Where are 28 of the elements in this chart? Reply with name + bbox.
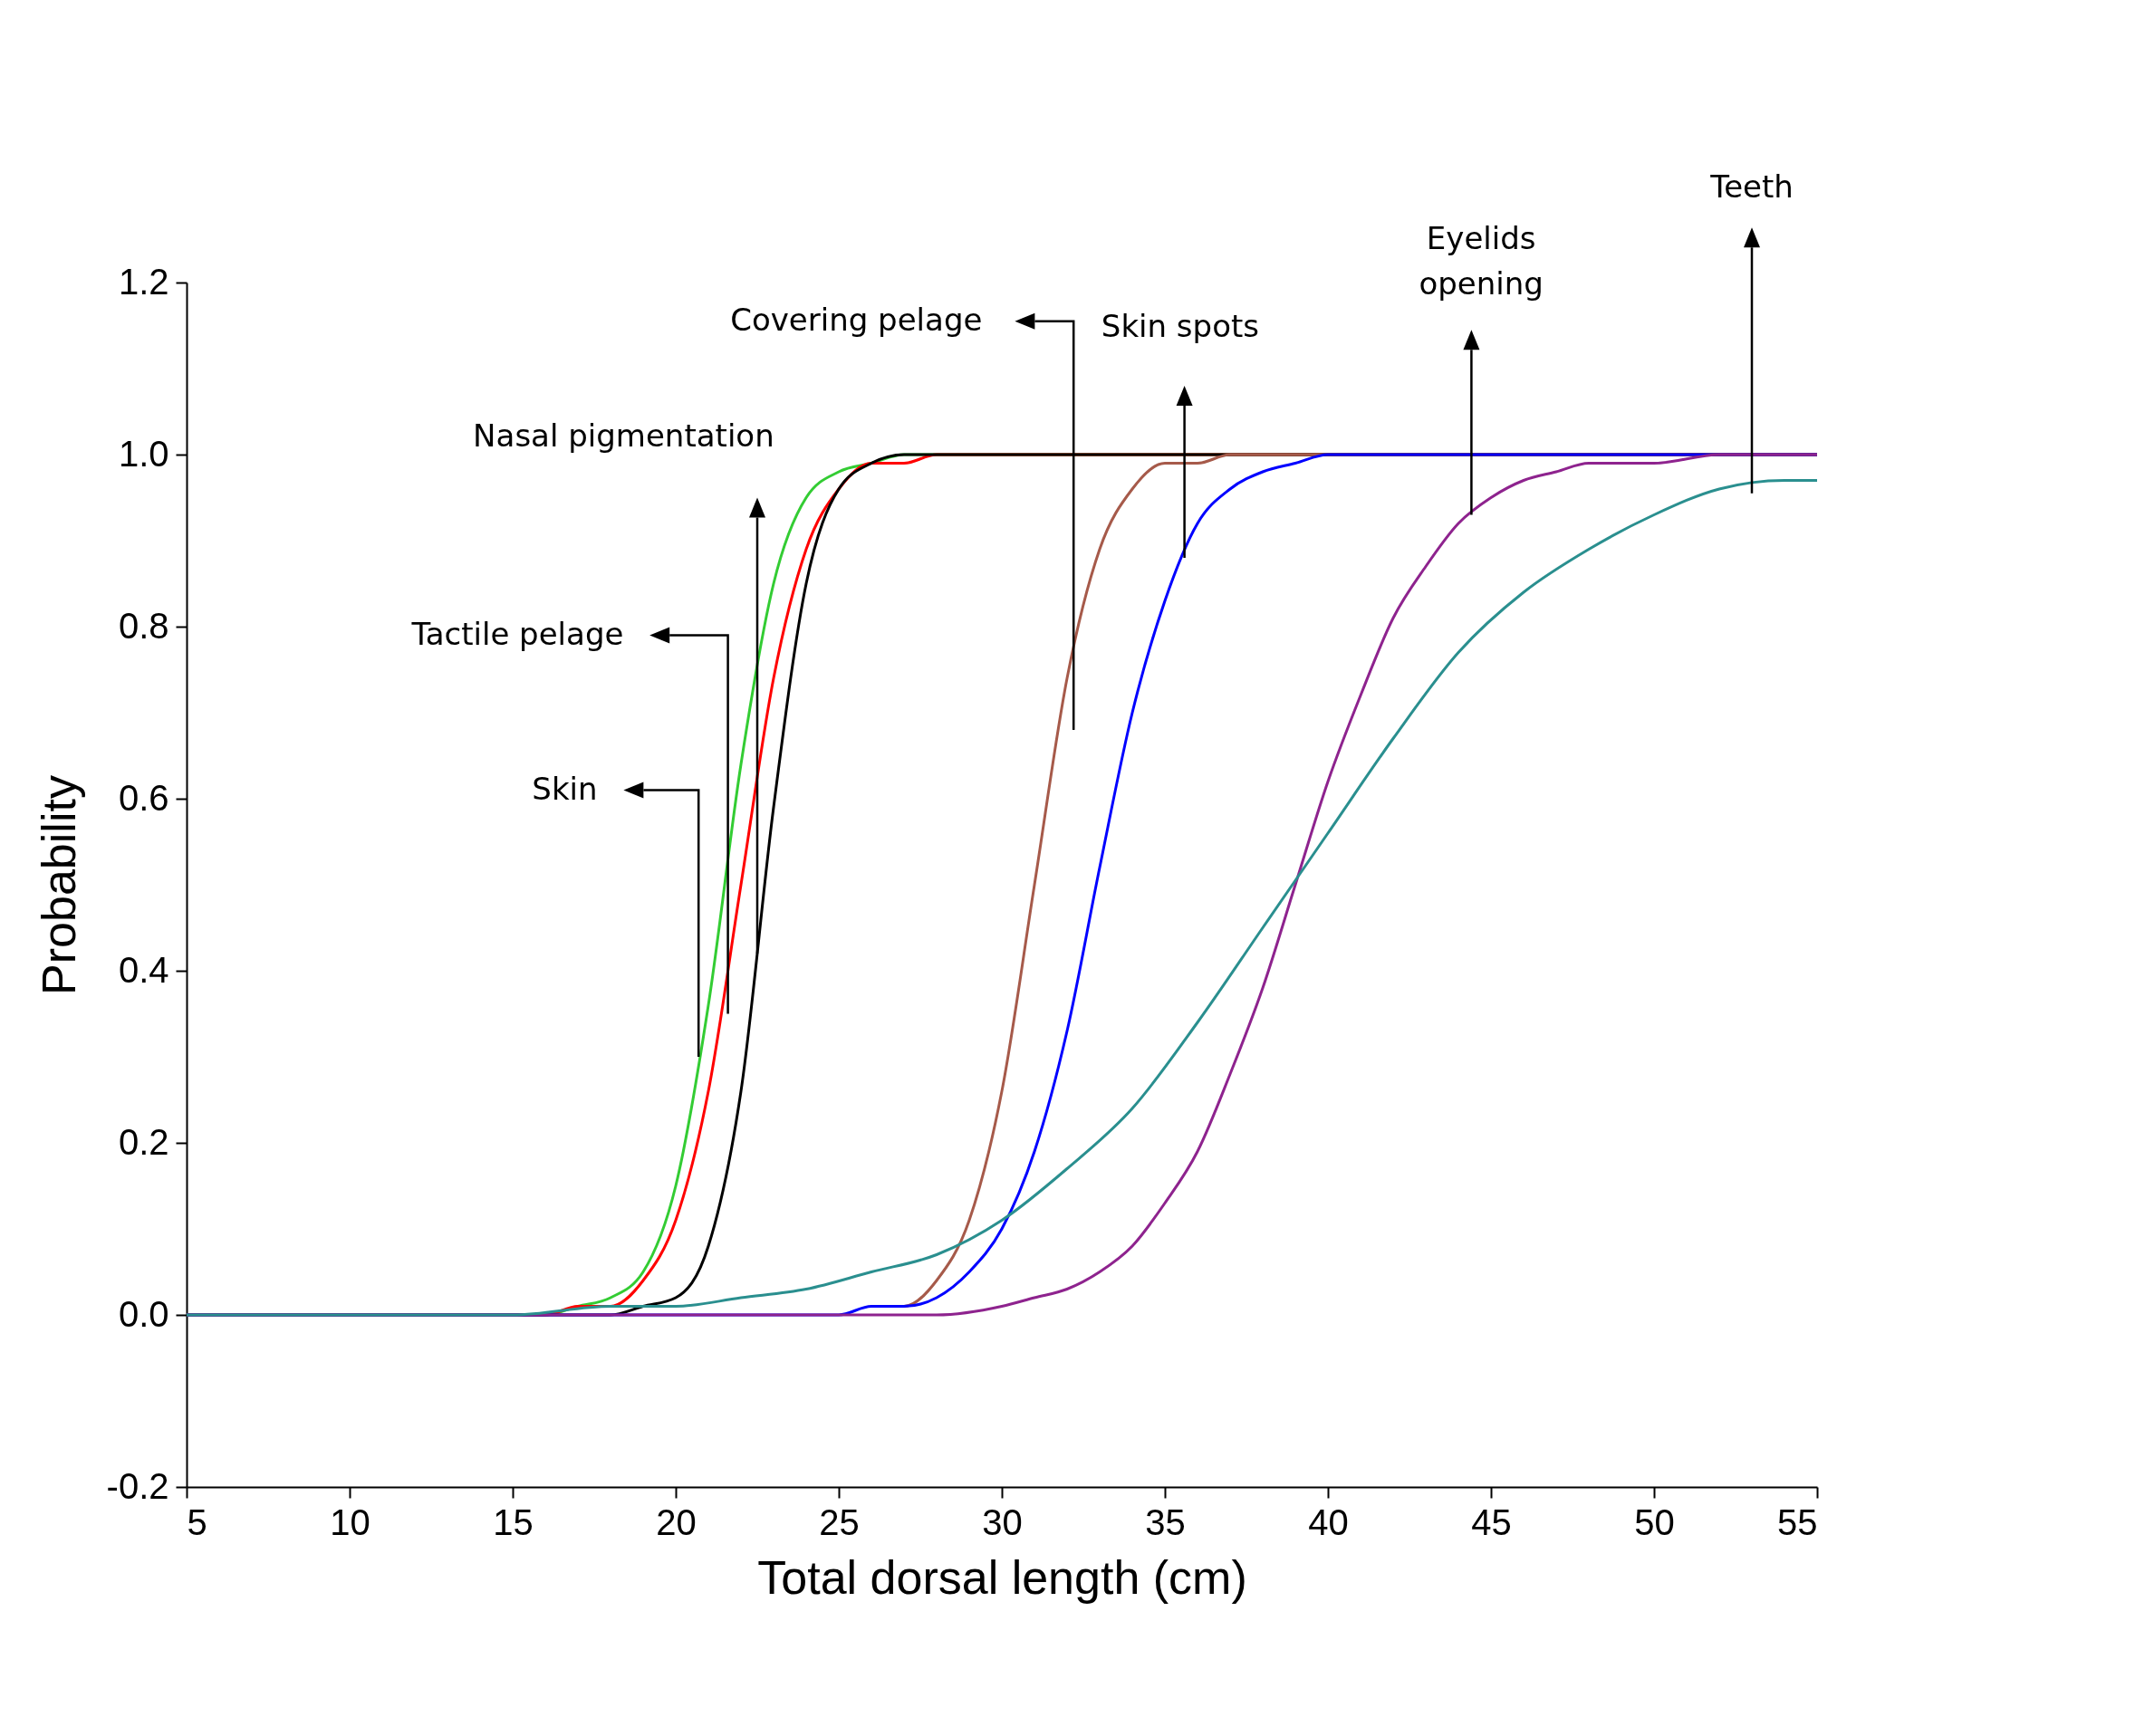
y-tick-label: 1.0: [118, 433, 169, 474]
y-tick-label: 0.6: [118, 777, 169, 818]
x-tick-label: 15: [493, 1501, 534, 1542]
y-tick-label: 0.2: [118, 1121, 169, 1162]
y-tick-label: -0.2: [106, 1465, 169, 1506]
x-tick-label: 30: [982, 1501, 1023, 1542]
annotation: Eyelids opening: [1419, 220, 1544, 302]
y-tick-label: 0.4: [118, 949, 169, 990]
x-tick-label: 45: [1471, 1501, 1512, 1542]
annotation: Covering pelage: [730, 301, 983, 338]
annotation: Skin: [532, 770, 598, 807]
annotation: Nasal pigmentation: [473, 417, 774, 454]
x-axis-title: Total dorsal length (cm): [757, 1550, 1247, 1604]
y-tick-label: 0.0: [118, 1293, 169, 1334]
x-tick-label: 50: [1634, 1501, 1675, 1542]
x-tick-label: 10: [330, 1501, 370, 1542]
x-tick-label: 55: [1777, 1501, 1818, 1542]
x-tick-label: 5: [187, 1501, 207, 1542]
annotation: Skin spots: [1101, 308, 1260, 345]
x-tick-label: 40: [1308, 1501, 1349, 1542]
y-axis-title: Probability: [32, 775, 85, 995]
x-tick-label: 25: [819, 1501, 860, 1542]
y-tick-label: 0.8: [118, 605, 169, 646]
x-tick-label: 20: [656, 1501, 697, 1542]
text: Teeth: [1709, 168, 1794, 205]
annotation: Tactile pelage: [410, 615, 624, 652]
y-tick-label: 1.2: [118, 261, 169, 302]
x-tick-label: 35: [1145, 1501, 1186, 1542]
